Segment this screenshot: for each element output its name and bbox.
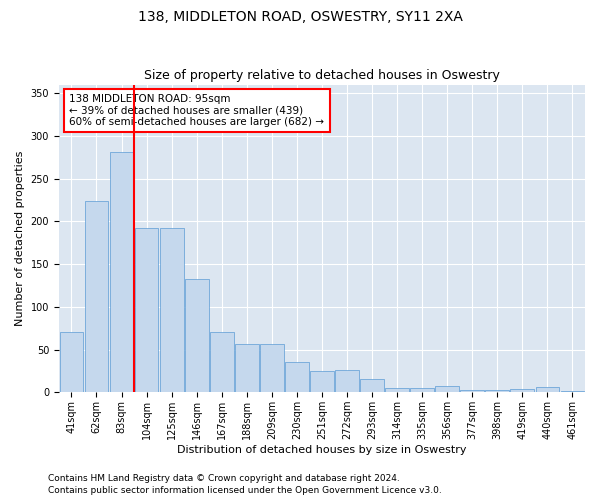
Bar: [485, 390, 509, 392]
X-axis label: Distribution of detached houses by size in Oswestry: Distribution of detached houses by size …: [177, 445, 467, 455]
Text: 138 MIDDLETON ROAD: 95sqm
← 39% of detached houses are smaller (439)
60% of semi: 138 MIDDLETON ROAD: 95sqm ← 39% of detac…: [70, 94, 325, 127]
Y-axis label: Number of detached properties: Number of detached properties: [15, 150, 25, 326]
Bar: [360, 378, 384, 392]
Bar: [410, 388, 434, 392]
Bar: [160, 228, 184, 392]
Bar: [385, 388, 409, 392]
Bar: [260, 344, 284, 392]
Bar: [460, 390, 484, 392]
Bar: [85, 201, 109, 392]
Bar: [285, 362, 309, 392]
Bar: [335, 370, 359, 392]
Bar: [310, 371, 334, 392]
Bar: [511, 389, 534, 392]
Bar: [110, 152, 133, 392]
Bar: [560, 390, 584, 392]
Bar: [59, 332, 83, 392]
Bar: [210, 332, 233, 392]
Bar: [536, 387, 559, 392]
Bar: [235, 344, 259, 392]
Text: Contains HM Land Registry data © Crown copyright and database right 2024.
Contai: Contains HM Land Registry data © Crown c…: [48, 474, 442, 495]
Bar: [436, 386, 459, 392]
Title: Size of property relative to detached houses in Oswestry: Size of property relative to detached ho…: [144, 69, 500, 82]
Bar: [134, 228, 158, 392]
Text: 138, MIDDLETON ROAD, OSWESTRY, SY11 2XA: 138, MIDDLETON ROAD, OSWESTRY, SY11 2XA: [137, 10, 463, 24]
Bar: [185, 278, 209, 392]
